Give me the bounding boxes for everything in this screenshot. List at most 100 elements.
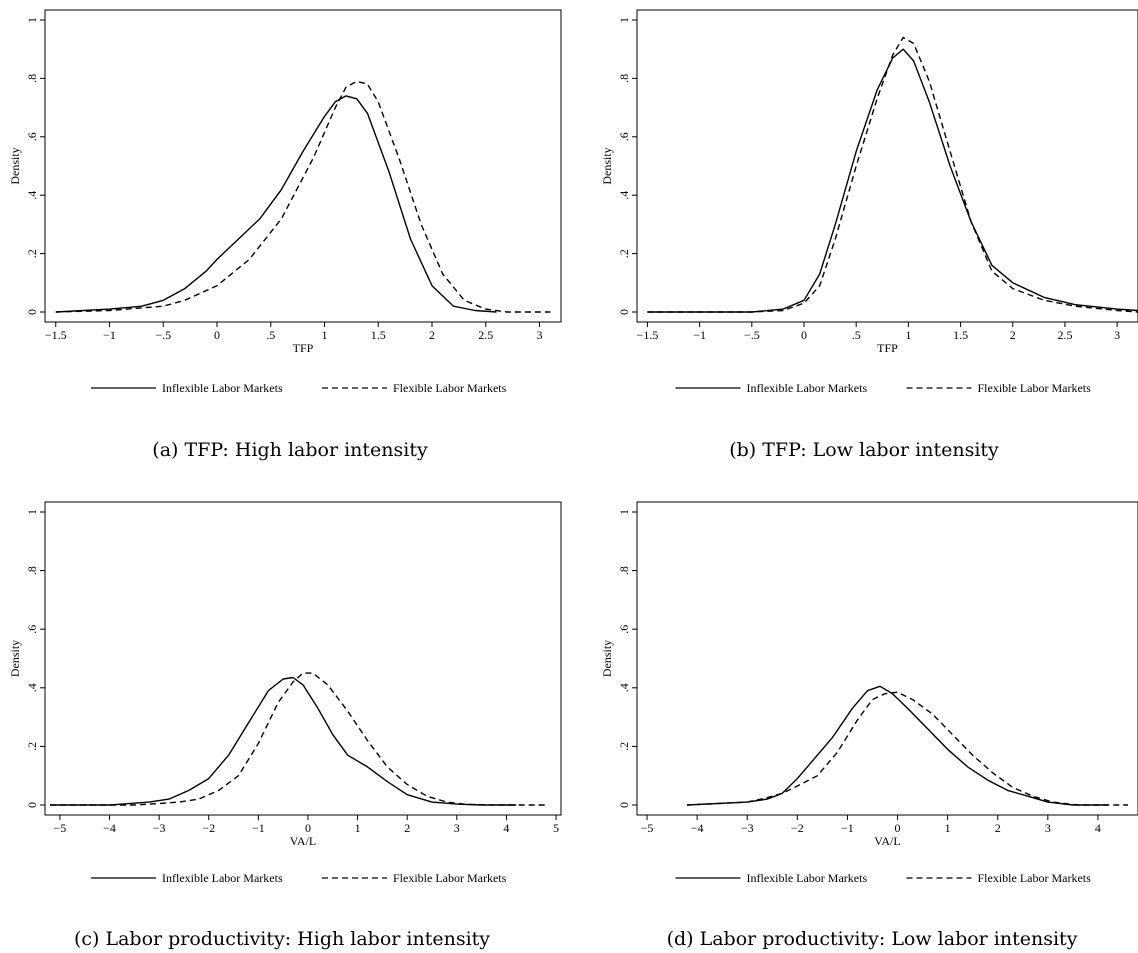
x-tick-label: 0 (214, 328, 220, 342)
y-tick-label: .8 (25, 74, 39, 83)
x-tick-label: −1 (693, 328, 706, 342)
x-tick-label: 4 (1095, 821, 1101, 835)
plot-frame (44, 501, 562, 816)
y-tick-label: .6 (25, 132, 39, 141)
x-axis-label: TFP (293, 341, 314, 355)
y-tick-label: .8 (617, 566, 631, 575)
x-tick-label: 2.5 (478, 328, 493, 342)
x-tick-label: −.5 (155, 328, 171, 342)
panel-2: −1.5 −1 −.5 0 .5 1 1.5 2 2.5 3 0 .2 .4 .6 .8 1 TFP Densit… (600, 9, 1138, 461)
plot-frame (636, 9, 1138, 323)
x-tick-label: 0 (895, 821, 901, 835)
x-tick-label: 2.5 (1057, 328, 1072, 342)
x-tick-label: 1 (945, 821, 951, 835)
plot-frame (636, 501, 1138, 816)
series-line-inflexible (687, 685, 1108, 806)
panel-4: −5−4−3−2−10123450.2.4.6.81VA/LDensityInf… (600, 501, 1138, 950)
x-tick-label: −4 (103, 821, 116, 835)
y-tick-label: .6 (25, 625, 39, 634)
plot-frame (44, 9, 562, 323)
x-tick-label: .5 (266, 328, 275, 342)
y-tick-label: .6 (617, 625, 631, 634)
panel-caption: (b) TFP: Low labor intensity (729, 439, 999, 461)
y-tick-label: 0 (25, 309, 39, 315)
x-tick-label: 2 (429, 328, 435, 342)
series-line-flexible (50, 672, 547, 806)
y-tick-label: .4 (25, 683, 39, 692)
x-tick-label: −5 (641, 821, 654, 835)
legend-label: Inflexible Labor Markets (162, 381, 283, 395)
x-tick-label: −3 (153, 821, 166, 835)
panel-3: −5 −4 −3 −2 −1 0 1 2 3 4 5 0 .2 .4 .6 .8 1 VA/L Density Inf… (8, 501, 562, 950)
legend-label: Inflexible Labor Markets (747, 381, 868, 395)
y-axis-label: Density (600, 147, 614, 184)
y-tick-label: .2 (617, 742, 631, 751)
y-tick-label: .2 (25, 249, 39, 258)
x-tick-label: 1.5 (371, 328, 386, 342)
x-tick-label: −3 (741, 821, 754, 835)
legend-label: Inflexible Labor Markets (162, 871, 283, 885)
x-tick-label: 1 (322, 328, 328, 342)
x-tick-label: 3 (1114, 328, 1120, 342)
x-tick-label: 2 (995, 821, 1001, 835)
x-tick-label: 2 (1010, 328, 1016, 342)
y-tick-label: 1 (25, 509, 39, 515)
y-tick-label: .2 (617, 249, 631, 258)
panel-caption: (a) TFP: High labor intensity (152, 439, 428, 461)
x-tick-label: −2 (791, 821, 804, 835)
y-tick-label: 0 (25, 802, 39, 808)
x-tick-label: −1.5 (45, 328, 67, 342)
x-tick-label: 3 (537, 328, 543, 342)
legend-label: Flexible Labor Markets (393, 871, 507, 885)
series-line-inflexible (50, 676, 517, 806)
x-tick-label: −1 (103, 328, 116, 342)
panel-caption: (c) Labor productivity: High labor inten… (74, 928, 490, 950)
series-line-flexible (687, 691, 1128, 806)
x-tick-label: 1 (905, 328, 911, 342)
x-axis-label: TFP (877, 341, 898, 355)
x-tick-label: 3 (1045, 821, 1051, 835)
x-tick-label: 4 (503, 821, 509, 835)
legend-label: Flexible Labor Markets (978, 871, 1092, 885)
y-axis-label: Density (8, 147, 22, 184)
x-tick-label: −5 (53, 821, 66, 835)
y-tick-label: .4 (617, 191, 631, 200)
y-tick-label: .4 (617, 683, 631, 692)
x-tick-label: 2 (404, 821, 410, 835)
y-tick-label: .8 (617, 74, 631, 83)
legend-label: Inflexible Labor Markets (747, 871, 868, 885)
y-tick-label: .8 (25, 566, 39, 575)
x-tick-label: .5 (852, 328, 861, 342)
panel-caption: (d) Labor productivity: Low labor intens… (667, 928, 1078, 950)
x-tick-label: 0 (801, 328, 807, 342)
y-axis-label: Density (600, 640, 614, 677)
x-tick-label: −1 (252, 821, 265, 835)
y-tick-label: 1 (617, 17, 631, 23)
series-line-flexible (55, 80, 551, 313)
legend-label: Flexible Labor Markets (393, 381, 507, 395)
y-tick-label: .6 (617, 132, 631, 141)
x-tick-label: 1 (355, 821, 361, 835)
x-tick-label: 3 (454, 821, 460, 835)
y-tick-label: .2 (25, 742, 39, 751)
y-tick-label: 0 (617, 309, 631, 315)
x-tick-label: −.5 (744, 328, 760, 342)
series-line-inflexible (647, 48, 1138, 313)
x-tick-label: −1 (841, 821, 854, 835)
panel-1: −1.5 −1 −.5 0 .5 1 1.5 2 2.5 3 0 .2 .4 .6 .8 1 TFP Densit… (8, 9, 562, 461)
series-line-flexible (647, 36, 1138, 313)
y-tick-label: 1 (25, 17, 39, 23)
x-tick-label: −2 (202, 821, 215, 835)
x-tick-label: −1.5 (637, 328, 659, 342)
y-tick-label: 1 (617, 509, 631, 515)
y-axis-label: Density (8, 640, 22, 677)
x-tick-label: 0 (305, 821, 311, 835)
y-tick-label: .4 (25, 191, 39, 200)
x-tick-label: 5 (553, 821, 559, 835)
x-axis-label: VA/L (290, 834, 316, 848)
series-line-inflexible (55, 95, 497, 313)
x-tick-label: 1.5 (953, 328, 968, 342)
y-tick-label: 0 (617, 802, 631, 808)
x-axis-label: VA/L (874, 834, 900, 848)
